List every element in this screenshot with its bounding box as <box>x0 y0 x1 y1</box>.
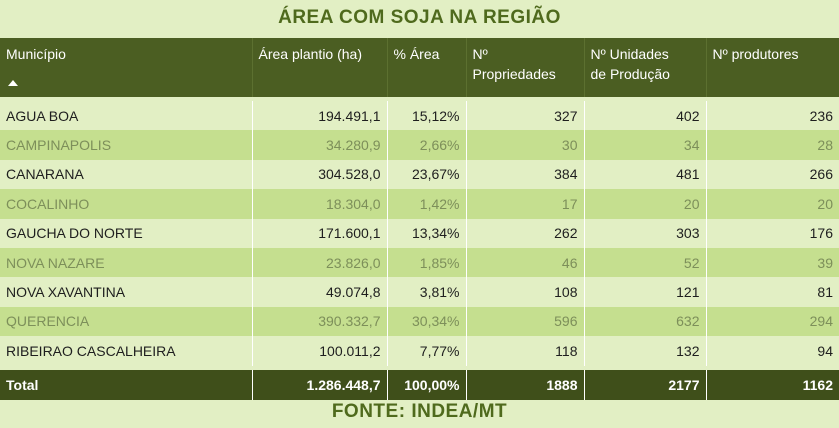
cell-area: 171.600,1 <box>252 218 388 248</box>
total-propriedades: 1888 <box>466 369 585 400</box>
sort-ascending-icon[interactable] <box>8 80 18 86</box>
cell-municipio: GAUCHA DO NORTE <box>0 218 253 248</box>
total-label: Total <box>0 369 253 400</box>
cell-municipio: CAMPINAPOLIS <box>0 130 253 160</box>
cell-produtores: 94 <box>706 336 839 366</box>
cell-produtores: 266 <box>706 159 839 190</box>
cell-area: 23.826,0 <box>252 247 388 278</box>
cell-produtores: 176 <box>706 218 839 248</box>
cell-unidades: 632 <box>584 306 707 337</box>
column-header-percent-area[interactable]: % Área <box>387 38 467 97</box>
cell-percent: 13,34% <box>387 218 467 248</box>
cell-propriedades: 384 <box>466 159 585 190</box>
cell-percent: 2,66% <box>387 130 467 160</box>
cell-percent: 7,77% <box>387 336 467 366</box>
table-row: RIBEIRAO CASCALHEIRA 100.011,2 7,77% 118… <box>0 336 839 366</box>
cell-produtores: 81 <box>706 277 839 307</box>
total-area: 1.286.448,7 <box>252 369 388 400</box>
cell-unidades: 52 <box>584 247 707 278</box>
cell-unidades: 303 <box>584 218 707 248</box>
cell-municipio: CANARANA <box>0 159 253 190</box>
table-row: CANARANA 304.528,0 23,67% 384 481 266 <box>0 159 839 190</box>
cell-percent: 3,81% <box>387 277 467 307</box>
cell-percent: 30,34% <box>387 306 467 337</box>
cell-municipio: COCALINHO <box>0 189 253 219</box>
column-header-propriedades[interactable]: Nº Propriedades <box>466 38 585 97</box>
cell-municipio: NOVA NAZARE <box>0 247 253 278</box>
cell-municipio: AGUA BOA <box>0 101 253 131</box>
table-row: GAUCHA DO NORTE 171.600,1 13,34% 262 303… <box>0 218 839 248</box>
total-produtores: 1162 <box>706 369 839 400</box>
cell-area: 49.074,8 <box>252 277 388 307</box>
cell-percent: 23,67% <box>387 159 467 190</box>
cell-propriedades: 108 <box>466 277 585 307</box>
table-row: COCALINHO 18.304,0 1,42% 17 20 20 <box>0 189 839 219</box>
cell-produtores: 20 <box>706 189 839 219</box>
cell-area: 34.280,9 <box>252 130 388 160</box>
cell-percent: 1,42% <box>387 189 467 219</box>
table-row: NOVA NAZARE 23.826,0 1,85% 46 52 39 <box>0 247 839 278</box>
cell-unidades: 121 <box>584 277 707 307</box>
cell-propriedades: 30 <box>466 130 585 160</box>
cell-propriedades: 46 <box>466 247 585 278</box>
table-header-row: Município Área plantio (ha) % Área Nº Pro… <box>0 38 839 97</box>
table-row: AGUA BOA 194.491,1 15,12% 327 402 236 <box>0 101 839 131</box>
cell-area: 100.011,2 <box>252 336 388 366</box>
cell-unidades: 20 <box>584 189 707 219</box>
cell-produtores: 28 <box>706 130 839 160</box>
column-header-unidades-producao[interactable]: Nº Unidades de Produção <box>584 38 707 97</box>
cell-area: 390.332,7 <box>252 306 388 337</box>
cell-unidades: 402 <box>584 101 707 131</box>
total-percent: 100,00% <box>387 369 467 400</box>
column-header-area-plantio[interactable]: Área plantio (ha) <box>252 38 388 97</box>
cell-municipio: RIBEIRAO CASCALHEIRA <box>0 336 253 366</box>
table-row: NOVA XAVANTINA 49.074,8 3,81% 108 121 81 <box>0 277 839 307</box>
cell-area: 18.304,0 <box>252 189 388 219</box>
cell-percent: 1,85% <box>387 247 467 278</box>
total-unidades: 2177 <box>584 369 707 400</box>
cell-percent: 15,12% <box>387 101 467 131</box>
cell-area: 304.528,0 <box>252 159 388 190</box>
column-header-municipio[interactable]: Município <box>0 38 253 97</box>
total-row: Total 1.286.448,7 100,00% 1888 2177 1162 <box>0 369 839 400</box>
cell-propriedades: 262 <box>466 218 585 248</box>
cell-propriedades: 596 <box>466 306 585 337</box>
table-row: QUERENCIA 390.332,7 30,34% 596 632 294 <box>0 306 839 337</box>
source-footer: FONTE: INDEA/MT <box>331 401 508 422</box>
cell-unidades: 34 <box>584 130 707 160</box>
cell-unidades: 132 <box>584 336 707 366</box>
cell-produtores: 294 <box>706 306 839 337</box>
cell-area: 194.491,1 <box>252 101 388 131</box>
cell-municipio: NOVA XAVANTINA <box>0 277 253 307</box>
table-row: CAMPINAPOLIS 34.280,9 2,66% 30 34 28 <box>0 130 839 160</box>
cell-municipio: QUERENCIA <box>0 306 253 337</box>
cell-produtores: 236 <box>706 101 839 131</box>
cell-propriedades: 17 <box>466 189 585 219</box>
cell-produtores: 39 <box>706 247 839 278</box>
column-header-produtores[interactable]: Nº produtores <box>706 38 839 97</box>
cell-propriedades: 327 <box>466 101 585 131</box>
cell-unidades: 481 <box>584 159 707 190</box>
page-title: ÁREA COM SOJA NA REGIÃO <box>278 7 561 28</box>
data-table: Município Área plantio (ha) % Área Nº Pro… <box>0 38 839 400</box>
cell-propriedades: 118 <box>466 336 585 366</box>
